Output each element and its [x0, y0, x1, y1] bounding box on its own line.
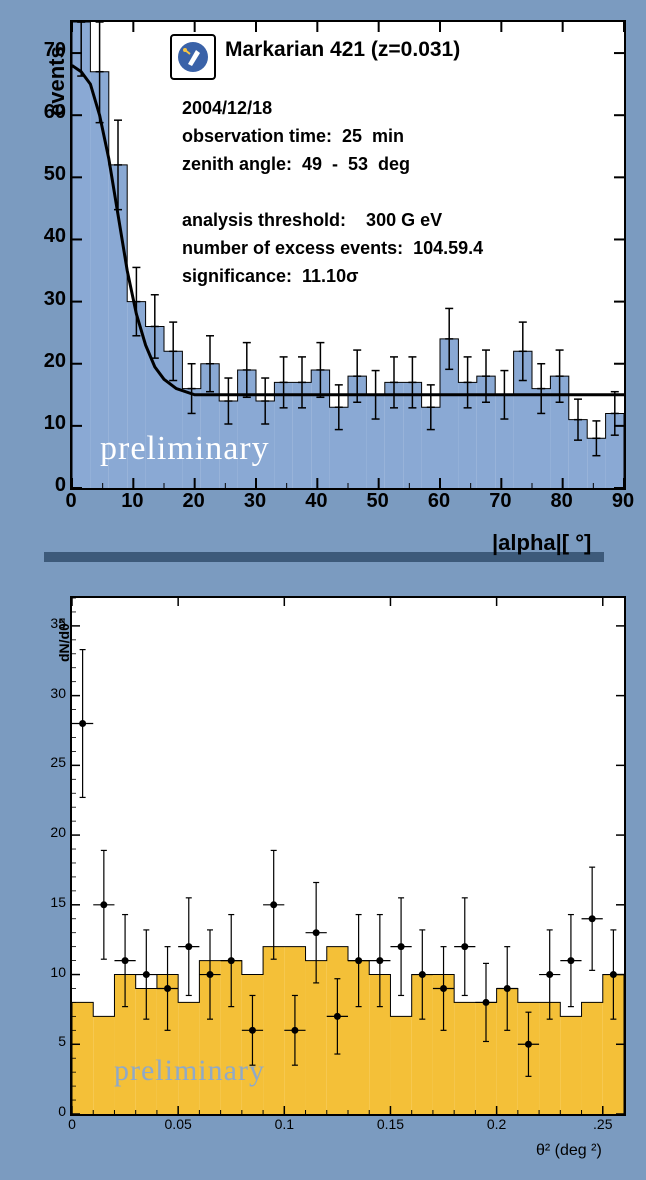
x-tick-label: 0.15 [370, 1116, 410, 1132]
y-tick-label: 0 [44, 1103, 66, 1119]
info-block: 2004/12/18observation time: 25 minzenith… [182, 94, 483, 290]
x-tick-label: 80 [549, 490, 575, 513]
x-tick-label: 0.2 [477, 1116, 517, 1132]
y-tick-label: 40 [36, 225, 66, 248]
x-tick-label: 0.05 [158, 1116, 198, 1132]
x-tick-label: 40 [303, 490, 329, 513]
preliminary-watermark-2: preliminary [114, 1054, 265, 1088]
x-axis-label-bottom: θ² (deg ²) [536, 1142, 602, 1160]
theta2-histogram-panel: preliminary [70, 596, 626, 1116]
y-tick-label: 5 [44, 1033, 66, 1049]
info-line: 2004/12/18 [182, 94, 483, 122]
preliminary-watermark: preliminary [100, 430, 270, 468]
x-axis-label-top: |alpha|[ °] [492, 530, 591, 556]
x-tick-label: 90 [610, 490, 636, 513]
y-tick-label: 10 [36, 412, 66, 435]
y-tick-label: 70 [36, 39, 66, 62]
y-tick-label: 35 [44, 615, 66, 631]
x-tick-label: 70 [487, 490, 513, 513]
info-line: zenith angle: 49 - 53 deg [182, 150, 483, 178]
x-tick-label: 20 [181, 490, 207, 513]
info-line: significance: 11.10σ [182, 262, 483, 290]
y-tick-label: 50 [36, 163, 66, 186]
info-line: number of excess events: 104.59.4 [182, 234, 483, 262]
x-tick-label: 60 [426, 490, 452, 513]
info-line [182, 178, 483, 206]
y-tick-label: 60 [36, 101, 66, 124]
magic-telescope-icon [170, 34, 216, 80]
y-tick-label: 25 [44, 754, 66, 770]
x-tick-label: .25 [583, 1116, 623, 1132]
y-tick-label: 30 [44, 685, 66, 701]
figure-page: Markarian 421 (z=0.031) 2004/12/18observ… [0, 0, 646, 1180]
info-line: analysis threshold: 300 G eV [182, 206, 483, 234]
alpha-histogram-panel: Markarian 421 (z=0.031) 2004/12/18observ… [70, 20, 626, 490]
theta2-histogram-svg [72, 598, 624, 1114]
x-tick-label: 10 [119, 490, 145, 513]
y-tick-label: 30 [36, 288, 66, 311]
y-tick-label: 0 [36, 474, 66, 497]
x-tick-label: 30 [242, 490, 268, 513]
y-tick-label: 20 [44, 824, 66, 840]
y-tick-label: 10 [44, 964, 66, 980]
y-tick-label: 15 [44, 894, 66, 910]
info-line: observation time: 25 min [182, 122, 483, 150]
x-tick-label: 50 [365, 490, 391, 513]
x-tick-label: 0.1 [264, 1116, 304, 1132]
chart-title: Markarian 421 (z=0.031) [225, 38, 460, 62]
y-tick-label: 20 [36, 350, 66, 373]
